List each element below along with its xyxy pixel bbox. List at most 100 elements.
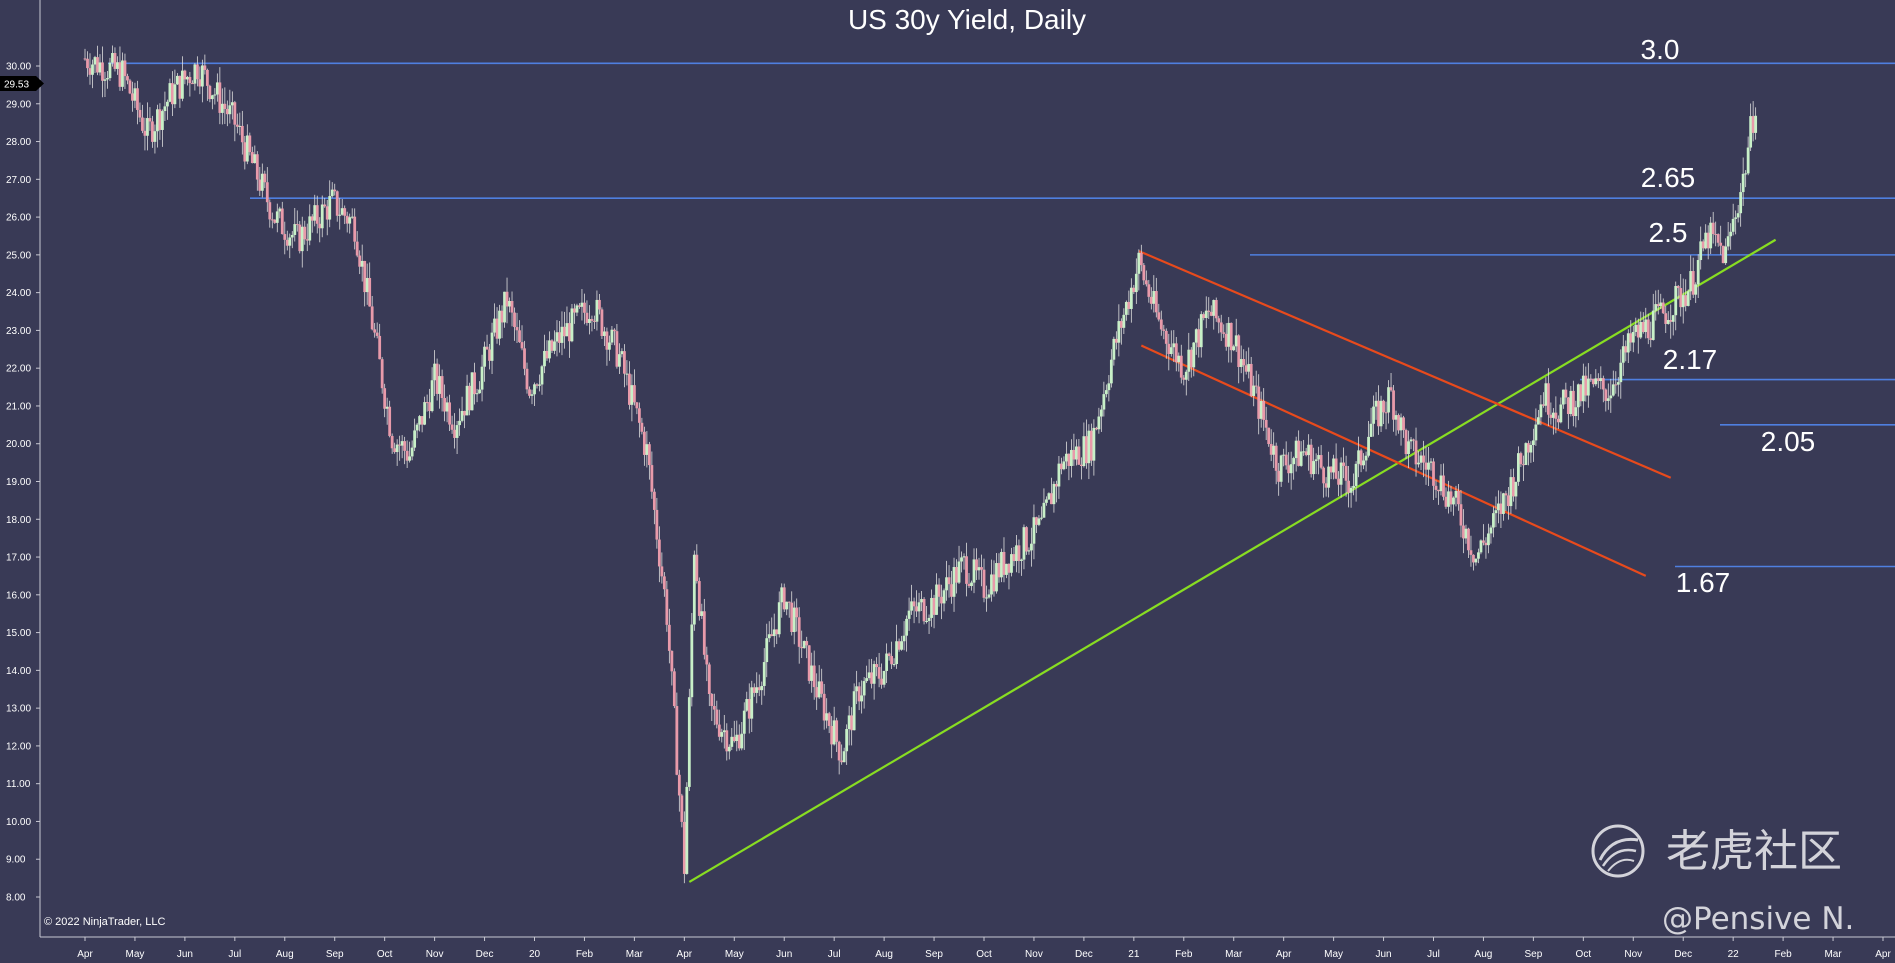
candle-body — [418, 416, 422, 425]
candle-body — [1372, 406, 1375, 424]
candle-body — [560, 326, 564, 343]
candle-body — [1449, 491, 1453, 505]
candle-body — [613, 329, 616, 332]
y-tick-label: 17.00 — [6, 553, 31, 564]
candle-body — [608, 342, 611, 350]
candle-body — [1452, 497, 1455, 505]
candle-body — [1469, 550, 1473, 555]
candle-body — [832, 720, 836, 745]
candle-body — [1057, 463, 1061, 487]
candle-body — [1437, 489, 1440, 492]
candle-body — [143, 130, 147, 136]
x-tick-label: Mar — [1225, 949, 1243, 960]
candle-body — [1519, 453, 1523, 465]
candle-body — [353, 216, 357, 242]
candle-body — [1077, 446, 1081, 465]
candle-body — [637, 408, 641, 423]
candle-body — [1050, 493, 1053, 505]
trend-line-channel-upper — [1138, 250, 1672, 479]
candle-body — [1464, 528, 1468, 539]
candle-body — [505, 291, 509, 307]
candle-body — [563, 326, 566, 337]
candle-body — [485, 346, 489, 350]
candle-body — [847, 715, 851, 730]
candle-body — [248, 135, 252, 153]
candle-body — [141, 117, 144, 131]
candle-body — [1467, 528, 1470, 551]
candle-body — [1454, 490, 1458, 498]
x-tick-label: May — [125, 949, 144, 960]
candle-body — [1007, 563, 1011, 573]
candle-body — [405, 450, 409, 461]
y-tick-label: 20.00 — [6, 439, 31, 450]
candle-body — [1517, 453, 1520, 482]
candle-body — [1459, 504, 1463, 526]
candle-body — [118, 62, 122, 87]
candle-body — [775, 629, 779, 635]
candle-body — [962, 556, 966, 558]
candle-body — [215, 82, 219, 95]
candle-body — [875, 664, 879, 668]
candle-body — [720, 732, 724, 737]
candle-body — [275, 211, 279, 223]
x-tick-label: Jun — [177, 949, 193, 960]
candle-body — [373, 329, 377, 333]
candle-body — [987, 594, 991, 598]
y-tick-label: 11.00 — [6, 779, 31, 790]
candle-body — [1089, 430, 1093, 461]
candle-body — [101, 62, 104, 81]
candle-body — [198, 79, 202, 87]
candle-body — [483, 346, 486, 367]
candle-body — [1731, 218, 1735, 232]
candle-body — [755, 687, 759, 693]
candle-body — [218, 82, 222, 113]
candle-body — [1457, 490, 1460, 505]
candle-body — [325, 206, 329, 220]
candle-body — [1192, 342, 1196, 368]
candle-body — [480, 366, 484, 390]
candle-body — [1000, 551, 1003, 578]
candle-body — [1237, 335, 1241, 367]
candle-body — [1020, 559, 1023, 561]
candle-body — [578, 305, 581, 307]
candle-body — [955, 567, 958, 583]
candle-body — [702, 611, 706, 655]
candle-body — [1522, 464, 1525, 466]
trend-line-channel-lower — [1140, 344, 1647, 577]
candle-body — [1539, 404, 1543, 418]
candle-body — [850, 715, 854, 731]
candle-body — [1122, 314, 1126, 328]
candle-body — [1482, 540, 1485, 543]
y-tick-label: 15.00 — [6, 628, 31, 639]
candle-body — [640, 422, 644, 432]
candle-body — [1526, 443, 1530, 453]
candle-body — [1087, 430, 1091, 464]
candle-body — [1102, 394, 1106, 410]
candle-body — [905, 618, 908, 636]
candle-body — [136, 88, 139, 110]
candle-body — [1534, 424, 1538, 441]
level-label: 2.05 — [1761, 426, 1816, 457]
candle-body — [1701, 241, 1705, 249]
candle-body — [410, 447, 414, 457]
candle-body — [151, 121, 154, 142]
candle-body — [822, 693, 826, 721]
candle-body — [857, 686, 861, 702]
candle-body — [772, 629, 776, 637]
candle-body — [493, 318, 496, 333]
candle-body — [1671, 315, 1675, 322]
candle-body — [1214, 300, 1218, 319]
candle-body — [897, 641, 901, 650]
candle-body — [705, 654, 709, 665]
candle-body — [1681, 295, 1685, 308]
candle-body — [1591, 378, 1595, 385]
candle-body — [280, 208, 284, 235]
candle-body — [662, 576, 666, 590]
candle-body — [440, 376, 444, 399]
candle-body — [695, 554, 699, 582]
candle-body — [1324, 483, 1328, 488]
candle-body — [323, 204, 327, 207]
candle-body — [1219, 322, 1223, 333]
candle-body — [1070, 449, 1073, 466]
